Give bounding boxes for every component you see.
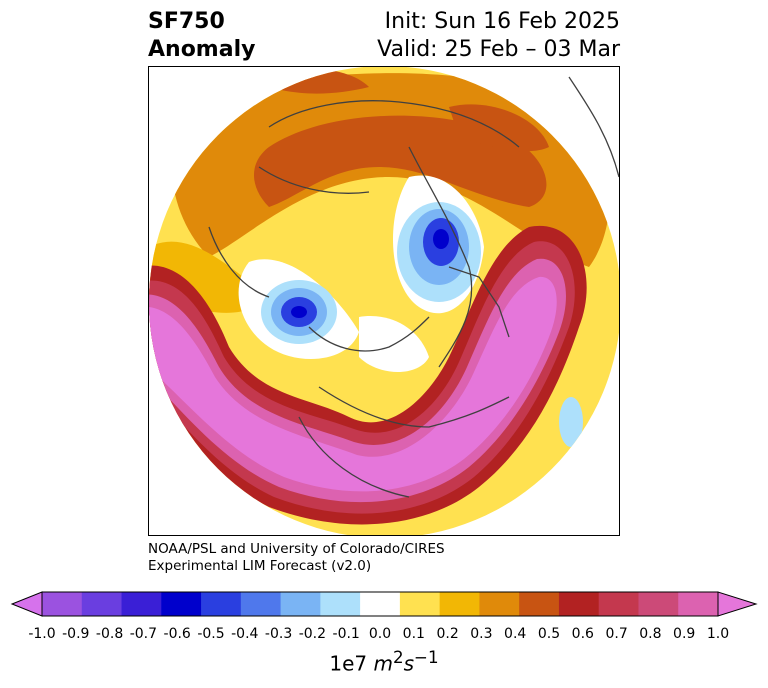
colorbar-tick-label: 0.7 <box>605 626 628 642</box>
colorbar-tick-label: -0.6 <box>163 626 191 642</box>
colorbar-cell <box>399 592 441 616</box>
title-left: SF750 Anomaly <box>148 8 255 64</box>
colorbar-tick-label: 1.0 <box>706 626 730 642</box>
colorbar-cell <box>638 592 679 616</box>
colorbar-cell <box>161 592 202 616</box>
colorbar-cell <box>360 592 401 616</box>
anomaly-field <box>149 67 619 535</box>
units-m-exp: 2 <box>393 648 404 667</box>
colorbar-tick-label: -0.4 <box>231 626 259 642</box>
colorbar-tick-label: 0.0 <box>368 626 392 642</box>
valid-dates: Valid: 25 Feb – 03 Mar <box>377 37 620 62</box>
credit-line-2: Experimental LIM Forecast (v2.0) <box>148 558 372 574</box>
credit: NOAA/PSL and University of Colorado/CIRE… <box>148 541 445 575</box>
variable-title: SF750 <box>148 9 225 34</box>
colorbar-tick-label: -0.3 <box>264 626 293 642</box>
colorbar-tick-label: -0.9 <box>62 626 90 642</box>
colorbar-tick-label: -0.8 <box>95 626 124 642</box>
colorbar-tick-label: -1.0 <box>28 626 56 642</box>
colorbar-cell <box>320 592 361 616</box>
colorbar-cell <box>678 592 719 616</box>
colorbar-over-arrow <box>717 591 758 617</box>
colorbar-tick-label: -0.1 <box>332 626 360 642</box>
colorbar-cells <box>42 592 719 616</box>
units-base: 1e7 <box>329 651 374 676</box>
colorbar-tick-label: 0.3 <box>470 626 493 642</box>
colorbar-units: 1e7 m2s−1 <box>0 648 768 676</box>
credit-line-1: NOAA/PSL and University of Colorado/CIRE… <box>148 541 445 557</box>
colorbar-cell <box>598 592 639 616</box>
colorbar-tick-label: 0.9 <box>673 626 696 642</box>
colorbar-cell <box>201 592 242 616</box>
init-date: Init: Sun 16 Feb 2025 <box>384 9 620 34</box>
polar-map <box>149 67 619 535</box>
map-frame <box>148 66 620 536</box>
title-right: Init: Sun 16 Feb 2025 Valid: 25 Feb – 03… <box>377 8 620 64</box>
colorbar-cell <box>240 592 282 616</box>
colorbar-outline <box>41 591 719 617</box>
colorbar-ticks: -1.0 -0.9 -0.8 -0.7 -0.6 -0.5 -0.4 -0.3 -0.2 -0.1… <box>0 626 768 646</box>
colorbar-cell <box>42 592 83 616</box>
colorbar-tick-label: 0.6 <box>571 626 594 642</box>
colorbar-tick-label: 0.4 <box>504 626 527 642</box>
colorbar-tick-label: 0.1 <box>402 626 425 642</box>
units-m: m <box>373 651 393 676</box>
colorbar-tick-label: -0.5 <box>197 626 225 642</box>
colorbar-cell <box>81 592 123 616</box>
colorbar-cell <box>558 592 600 616</box>
colorbar-tick-label: -0.2 <box>298 626 327 642</box>
colorbar-cell <box>439 592 480 616</box>
colorbar-cell <box>280 592 321 616</box>
units-s-exp: −1 <box>414 648 439 667</box>
colorbar-tick-label: 0.5 <box>537 626 561 642</box>
colorbar <box>10 591 758 617</box>
colorbar-tick-label: -0.7 <box>129 626 158 642</box>
anomaly-title: Anomaly <box>148 37 256 62</box>
colorbar-tick-label: 0.8 <box>639 626 662 642</box>
colorbar-cell <box>519 592 560 616</box>
units-s: s <box>403 651 415 676</box>
colorbar-under-arrow <box>10 591 43 617</box>
colorbar-cell <box>121 592 162 616</box>
colorbar-cell <box>479 592 520 616</box>
coastlines <box>208 76 619 498</box>
colorbar-tick-label: 0.2 <box>436 626 459 642</box>
